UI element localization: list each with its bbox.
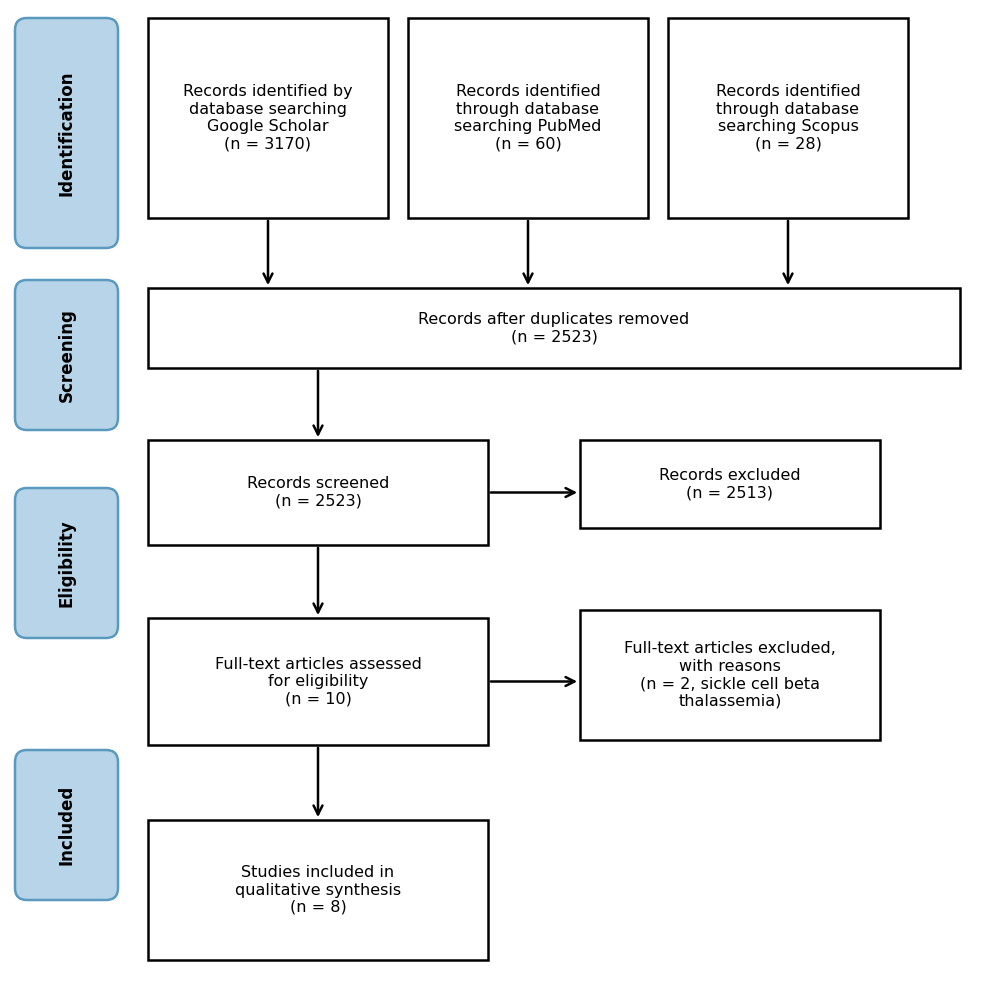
FancyBboxPatch shape bbox=[15, 488, 118, 638]
FancyBboxPatch shape bbox=[15, 750, 118, 900]
FancyBboxPatch shape bbox=[668, 18, 908, 218]
Text: Screening: Screening bbox=[57, 308, 76, 402]
FancyBboxPatch shape bbox=[148, 820, 488, 960]
Text: Eligibility: Eligibility bbox=[57, 519, 76, 607]
FancyBboxPatch shape bbox=[148, 618, 488, 745]
Text: Full-text articles assessed
for eligibility
(n = 10): Full-text articles assessed for eligibil… bbox=[215, 657, 421, 707]
Text: Studies included in
qualitative synthesis
(n = 8): Studies included in qualitative synthesi… bbox=[235, 865, 401, 915]
Text: Included: Included bbox=[57, 784, 76, 865]
Text: Records after duplicates removed
(n = 2523): Records after duplicates removed (n = 25… bbox=[418, 311, 689, 344]
FancyBboxPatch shape bbox=[580, 440, 880, 528]
FancyBboxPatch shape bbox=[148, 288, 960, 368]
Text: Records screened
(n = 2523): Records screened (n = 2523) bbox=[246, 476, 389, 509]
Text: Records identified by
database searching
Google Scholar
(n = 3170): Records identified by database searching… bbox=[183, 85, 353, 152]
Text: Full-text articles excluded,
with reasons
(n = 2, sickle cell beta
thalassemia): Full-text articles excluded, with reason… bbox=[624, 642, 836, 709]
Text: Records identified
through database
searching Scopus
(n = 28): Records identified through database sear… bbox=[716, 85, 861, 152]
Text: Records identified
through database
searching PubMed
(n = 60): Records identified through database sear… bbox=[455, 85, 601, 152]
FancyBboxPatch shape bbox=[580, 610, 880, 740]
FancyBboxPatch shape bbox=[15, 280, 118, 430]
FancyBboxPatch shape bbox=[148, 18, 388, 218]
FancyBboxPatch shape bbox=[148, 440, 488, 545]
Text: Records excluded
(n = 2513): Records excluded (n = 2513) bbox=[660, 468, 801, 500]
FancyBboxPatch shape bbox=[15, 18, 118, 248]
Text: Identification: Identification bbox=[57, 70, 76, 196]
FancyBboxPatch shape bbox=[408, 18, 648, 218]
